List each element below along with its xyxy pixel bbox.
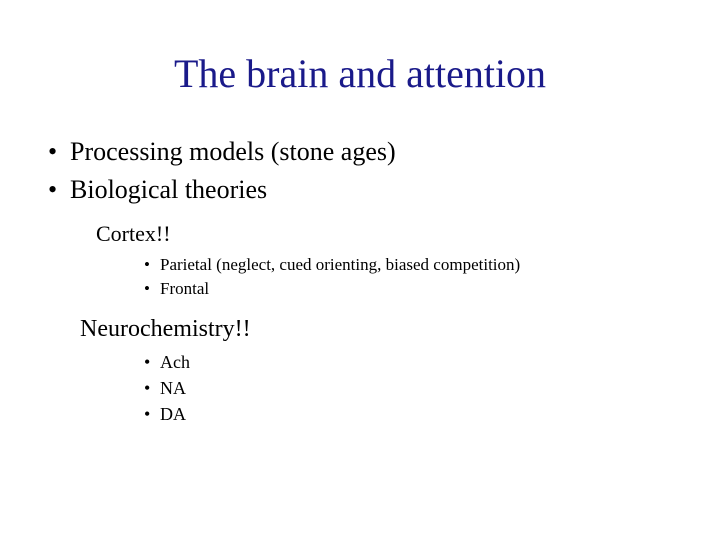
sub-heading-neurochemistry: Neurochemistry!!: [40, 316, 680, 343]
sub-heading-cortex: Cortex!!: [40, 221, 680, 247]
bullet-list-cortex: Parietal (neglect, cued orienting, biase…: [40, 253, 680, 302]
bullet-list-neurochemistry: Ach NA DA: [40, 349, 680, 427]
bullet-item: Parietal (neglect, cued orienting, biase…: [160, 253, 680, 278]
bullet-item: Ach: [160, 349, 680, 375]
bullet-item: NA: [160, 375, 680, 401]
slide-container: The brain and attention Processing model…: [0, 0, 720, 540]
bullet-item: Biological theories: [70, 173, 680, 207]
slide-title: The brain and attention: [40, 50, 680, 97]
bullet-item: Frontal: [160, 277, 680, 302]
bullet-item: Processing models (stone ages): [70, 135, 680, 169]
bullet-list-level1: Processing models (stone ages) Biologica…: [40, 135, 680, 207]
bullet-item: DA: [160, 401, 680, 427]
